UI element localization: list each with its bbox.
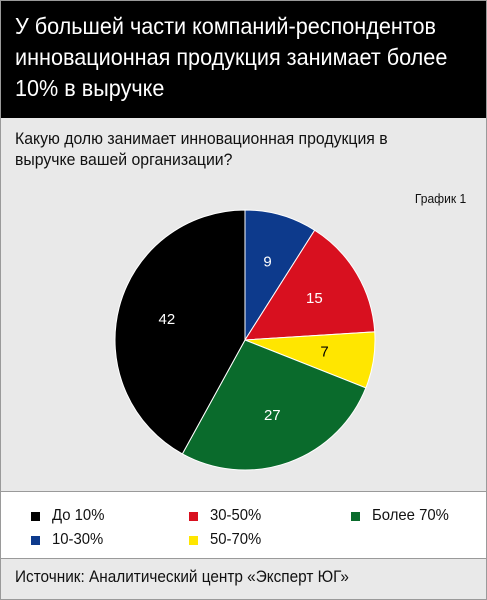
pie-slice-1 — [244, 229, 376, 341]
legend-item-2: Более 70% — [351, 506, 455, 526]
legend: До 10% 30-50% Более 70% 10-30% 50-70% — [1, 491, 486, 559]
legend-swatch — [189, 511, 198, 521]
legend-item-1: 30-50% — [189, 506, 265, 526]
pie-chart: 9 15 7 27 42 — [114, 209, 376, 471]
legend-label: Более 70% — [372, 507, 449, 524]
pie-slice-value-4: 42 — [159, 311, 176, 328]
legend-label: 10-30% — [52, 531, 104, 548]
legend-swatch — [31, 511, 40, 521]
legend-label: 30-50% — [210, 507, 262, 524]
legend-label: 50-70% — [210, 531, 262, 548]
chart-question: Какую долю занимает инновационная продук… — [15, 128, 452, 170]
legend-item-4: 50-70% — [189, 530, 265, 550]
headline-line: 10% в выручке — [15, 75, 165, 101]
legend-swatch — [351, 511, 360, 521]
legend-swatch — [189, 535, 198, 545]
headline-line: инновационная продукция занимает более — [15, 44, 448, 70]
question-line: Какую долю занимает инновационная продук… — [15, 129, 388, 148]
pie-slice-value-3: 27 — [264, 407, 281, 424]
headline-line: У большей части компаний-респондентов — [15, 13, 436, 39]
chart-panel: Какую долю занимает инновационная продук… — [1, 118, 486, 491]
source-panel: Источник: Аналитический центр «Эксперт Ю… — [1, 558, 486, 599]
legend-swatch — [31, 535, 40, 545]
pie-slice-value-2: 7 — [320, 344, 328, 361]
pie-slice-value-0: 9 — [263, 254, 271, 271]
pie-slice-3 — [181, 339, 367, 471]
question-line: выручке вашей организации? — [15, 150, 233, 169]
legend-item-0: До 10% — [31, 506, 108, 526]
chart-number-label: График 1 — [414, 191, 466, 206]
legend-item-3: 10-30% — [31, 530, 107, 550]
pie-slice-value-1: 15 — [306, 290, 323, 307]
header-panel: У большей части компаний-респондентов ин… — [1, 1, 486, 118]
pie-slice-4 — [114, 209, 246, 455]
headline: У большей части компаний-респондентов ин… — [15, 11, 448, 104]
source-note: Источник: Аналитический центр «Эксперт Ю… — [15, 568, 349, 586]
legend-label: До 10% — [52, 507, 105, 524]
